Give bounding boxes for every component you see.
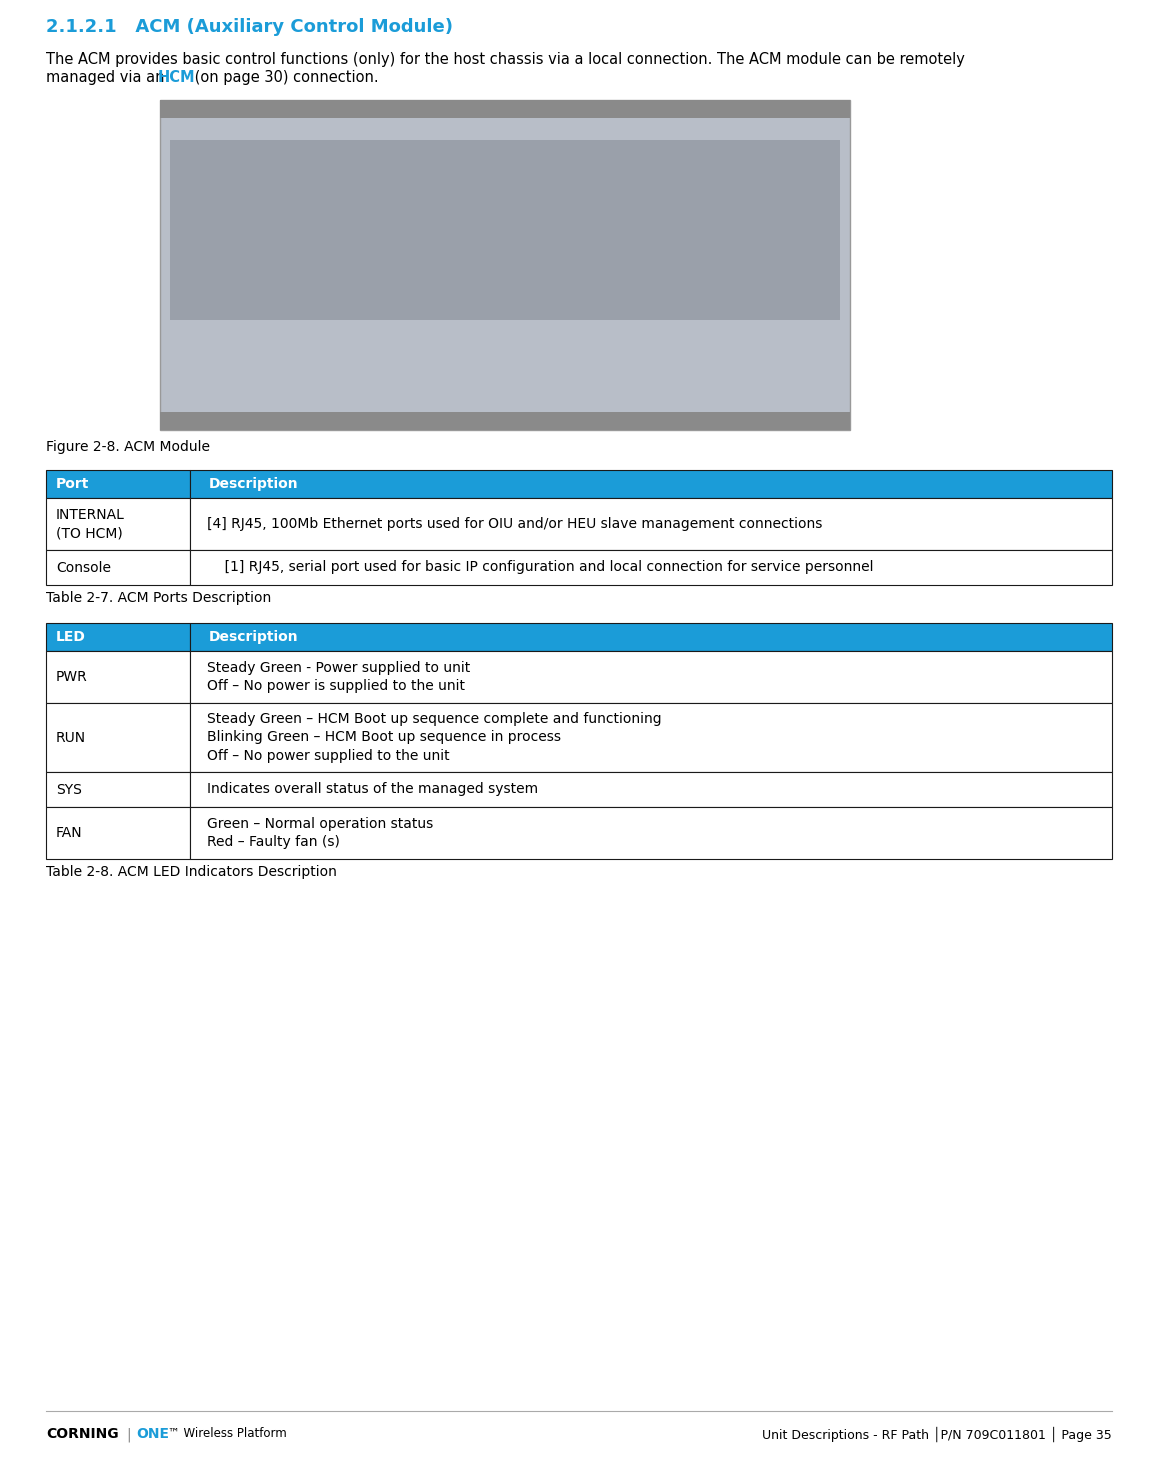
Text: [1] RJ45, serial port used for basic IP configuration and local connection for s: [1] RJ45, serial port used for basic IP … xyxy=(206,560,873,575)
Text: RUN: RUN xyxy=(56,730,86,745)
Text: managed via an: managed via an xyxy=(46,70,169,85)
Text: Table 2-8. ACM LED Indicators Description: Table 2-8. ACM LED Indicators Descriptio… xyxy=(46,865,337,879)
Text: Table 2-7. ACM Ports Description: Table 2-7. ACM Ports Description xyxy=(46,591,271,606)
Bar xyxy=(46,772,190,808)
Bar xyxy=(46,808,190,859)
Text: [4] RJ45, 100Mb Ethernet ports used for OIU and/or HEU slave management connecti: [4] RJ45, 100Mb Ethernet ports used for … xyxy=(206,516,822,531)
Bar xyxy=(190,704,1112,772)
Bar xyxy=(190,497,1112,550)
Text: ONE: ONE xyxy=(135,1426,169,1441)
Text: SYS: SYS xyxy=(56,783,82,796)
Text: LED: LED xyxy=(56,631,86,644)
Text: PWR: PWR xyxy=(56,670,88,685)
Bar xyxy=(46,470,190,497)
Bar xyxy=(46,550,190,585)
Text: Description: Description xyxy=(208,631,298,644)
Text: Figure 2-8. ACM Module: Figure 2-8. ACM Module xyxy=(46,440,210,454)
Text: Port: Port xyxy=(56,477,89,492)
Bar xyxy=(160,413,850,430)
Text: CORNING: CORNING xyxy=(46,1426,118,1441)
Text: Console: Console xyxy=(56,560,111,575)
Text: 2.1.2.1   ACM (Auxiliary Control Module): 2.1.2.1 ACM (Auxiliary Control Module) xyxy=(46,18,453,37)
Bar xyxy=(190,470,1112,497)
Text: Steady Green – HCM Boot up sequence complete and functioning
Blinking Green – HC: Steady Green – HCM Boot up sequence comp… xyxy=(206,712,661,762)
Text: Unit Descriptions - RF Path │P/N 709C011801 │ Page 35: Unit Descriptions - RF Path │P/N 709C011… xyxy=(762,1426,1112,1443)
Bar xyxy=(46,497,190,550)
Bar xyxy=(170,140,840,320)
Text: (on page 30) connection.: (on page 30) connection. xyxy=(190,70,379,85)
Bar xyxy=(46,623,190,651)
Text: Steady Green - Power supplied to unit
Off – No power is supplied to the unit: Steady Green - Power supplied to unit Of… xyxy=(206,661,470,693)
Text: ™ Wireless Platform: ™ Wireless Platform xyxy=(168,1426,287,1440)
Text: Green – Normal operation status
Red – Faulty fan (s): Green – Normal operation status Red – Fa… xyxy=(206,816,433,849)
Bar xyxy=(46,651,190,704)
Bar xyxy=(160,99,850,430)
Bar xyxy=(160,99,850,119)
Text: |: | xyxy=(126,1426,131,1441)
Bar xyxy=(190,623,1112,651)
Bar xyxy=(190,550,1112,585)
Text: INTERNAL
(TO HCM): INTERNAL (TO HCM) xyxy=(56,508,125,540)
Bar xyxy=(190,808,1112,859)
Bar xyxy=(190,772,1112,808)
Bar xyxy=(190,651,1112,704)
Text: Description: Description xyxy=(208,477,298,492)
Text: FAN: FAN xyxy=(56,827,82,840)
Bar xyxy=(46,704,190,772)
Text: The ACM provides basic control functions (only) for the host chassis via a local: The ACM provides basic control functions… xyxy=(46,53,965,67)
Text: Indicates overall status of the managed system: Indicates overall status of the managed … xyxy=(206,783,537,796)
Text: HCM: HCM xyxy=(157,70,196,85)
